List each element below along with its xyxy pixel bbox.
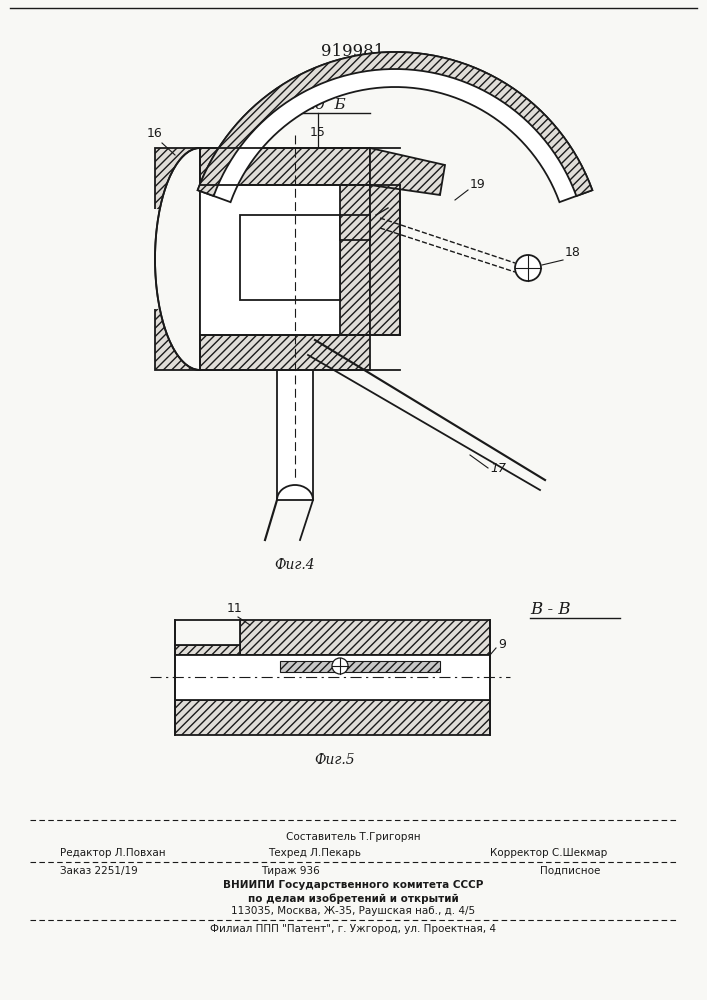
Text: Заказ 2251/19: Заказ 2251/19 xyxy=(60,866,138,876)
Polygon shape xyxy=(175,620,240,645)
Text: Фиг.5: Фиг.5 xyxy=(315,753,356,767)
Text: Филиал ППП "Патент", г. Ужгород, ул. Проектная, 4: Филиал ППП "Патент", г. Ужгород, ул. Про… xyxy=(210,924,496,934)
Polygon shape xyxy=(200,148,370,185)
Polygon shape xyxy=(240,620,490,655)
Polygon shape xyxy=(175,655,490,700)
Polygon shape xyxy=(198,52,592,202)
Text: Фиг.4: Фиг.4 xyxy=(275,558,315,572)
Text: Вид  Б: Вид Б xyxy=(294,98,346,112)
Polygon shape xyxy=(198,52,592,196)
Polygon shape xyxy=(155,148,200,370)
Text: Подписное: Подписное xyxy=(540,866,600,876)
Polygon shape xyxy=(340,185,370,335)
Text: 919981: 919981 xyxy=(321,43,385,60)
Text: 15: 15 xyxy=(310,126,326,139)
Polygon shape xyxy=(200,185,370,335)
Text: Корректор С.Шекмар: Корректор С.Шекмар xyxy=(490,848,607,858)
Polygon shape xyxy=(175,700,490,735)
Polygon shape xyxy=(340,215,370,240)
Text: 18: 18 xyxy=(565,246,581,259)
Circle shape xyxy=(105,209,205,309)
Text: 19: 19 xyxy=(470,178,486,192)
Text: 11: 11 xyxy=(227,602,243,615)
Text: Редактор Л.Повхан: Редактор Л.Повхан xyxy=(60,848,165,858)
Text: 9: 9 xyxy=(498,639,506,652)
Polygon shape xyxy=(240,215,340,300)
Text: В - В: В - В xyxy=(530,601,571,618)
Circle shape xyxy=(332,658,348,674)
Text: 113035, Москва, Ж-35, Раушская наб., д. 4/5: 113035, Москва, Ж-35, Раушская наб., д. … xyxy=(231,906,475,916)
Text: 16: 16 xyxy=(147,127,163,140)
Text: Тираж 936: Тираж 936 xyxy=(261,866,320,876)
Circle shape xyxy=(515,255,541,281)
Polygon shape xyxy=(370,185,400,335)
Polygon shape xyxy=(370,148,445,195)
Polygon shape xyxy=(155,148,200,370)
Text: Составитель Т.Григорян: Составитель Т.Григорян xyxy=(286,832,421,842)
Polygon shape xyxy=(277,370,313,500)
Polygon shape xyxy=(175,645,240,655)
Text: по делам изобретений и открытий: по делам изобретений и открытий xyxy=(247,893,458,904)
Polygon shape xyxy=(280,661,440,672)
Text: ВНИИПИ Государственного комитета СССР: ВНИИПИ Государственного комитета СССР xyxy=(223,880,483,890)
Text: 17: 17 xyxy=(490,462,506,475)
Text: Техред Л.Пекарь: Техред Л.Пекарь xyxy=(268,848,361,858)
Polygon shape xyxy=(200,335,370,370)
